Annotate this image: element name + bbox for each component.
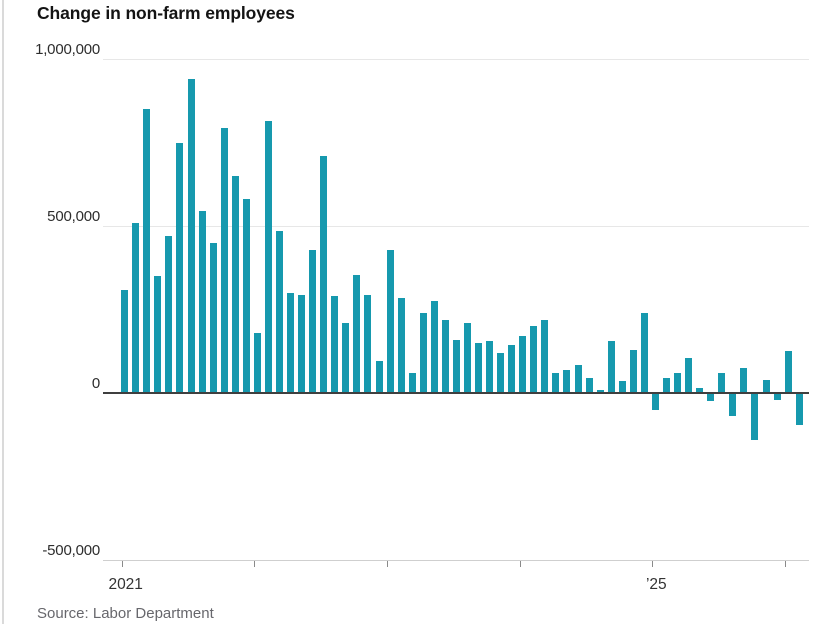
gridline — [103, 559, 809, 561]
bar-mar-2022 — [275, 231, 283, 393]
bar-dec-2024 — [640, 312, 648, 393]
bar-mar-2023 — [408, 372, 416, 393]
bar-dec-2023 — [508, 344, 516, 393]
bar-nov-2022 — [364, 294, 372, 393]
bar-sep-2025 — [740, 367, 748, 393]
bar-may-2025 — [696, 387, 704, 393]
bar-nov-2025 — [762, 379, 770, 393]
x-axis-tick — [652, 560, 654, 567]
bar-aug-2023 — [463, 322, 471, 393]
bar-apr-2025 — [685, 357, 693, 393]
bar-jan-2021 — [121, 289, 129, 393]
bar-oct-2021 — [220, 127, 228, 393]
bar-feb-2024 — [530, 326, 538, 393]
bar-jan-2022 — [253, 332, 261, 393]
gridline — [103, 226, 809, 228]
bar-nov-2021 — [231, 176, 239, 393]
bar-jul-2021 — [187, 79, 195, 393]
bar-jun-2025 — [707, 393, 715, 402]
bar-apr-2024 — [552, 372, 560, 393]
bar-jan-2024 — [519, 336, 527, 393]
bar-may-2022 — [298, 294, 306, 393]
bar-dec-2022 — [375, 361, 383, 393]
bar-aug-2021 — [198, 211, 206, 393]
bar-sep-2023 — [475, 342, 483, 393]
y-axis-tick-label: 500,000 — [47, 208, 100, 226]
bar-oct-2023 — [486, 341, 494, 393]
x-axis-tick — [519, 560, 521, 567]
bar-jul-2025 — [718, 372, 726, 393]
bar-feb-2022 — [264, 121, 272, 393]
bar-oct-2024 — [618, 381, 626, 393]
y-axis-tick-label: -500,000 — [42, 541, 100, 559]
bar-feb-2025 — [662, 377, 670, 393]
bar-jul-2022 — [320, 156, 328, 393]
bar-jun-2023 — [441, 319, 449, 393]
bar-mar-2024 — [541, 319, 549, 393]
bar-dec-2025 — [773, 393, 781, 400]
bar-sep-2022 — [342, 322, 350, 393]
bar-feb-2023 — [397, 297, 405, 393]
bar-aug-2025 — [729, 393, 737, 417]
bar-apr-2023 — [419, 312, 427, 393]
bar-nov-2023 — [497, 352, 505, 393]
x-axis-tick — [121, 560, 123, 567]
bar-oct-2025 — [751, 393, 759, 440]
chart-title: Change in non-farm employees — [37, 3, 295, 23]
bar-jan-2023 — [386, 249, 394, 393]
bar-feb-2026 — [795, 393, 803, 425]
bar-jan-2026 — [784, 351, 792, 393]
bar-jul-2024 — [585, 377, 593, 393]
zero-axis-line — [103, 392, 809, 394]
bar-nov-2024 — [629, 349, 637, 393]
bar-may-2024 — [563, 369, 571, 393]
x-axis-tick — [785, 560, 786, 567]
bar-oct-2022 — [353, 274, 361, 393]
bar-jun-2024 — [574, 364, 582, 393]
bar-mar-2021 — [143, 109, 151, 393]
bar-jun-2021 — [176, 142, 184, 393]
bar-jul-2023 — [452, 339, 460, 393]
bar-aug-2022 — [331, 296, 339, 393]
bar-may-2021 — [165, 236, 173, 393]
x-axis-label: 2021 — [108, 576, 143, 593]
bar-dec-2021 — [242, 199, 250, 393]
bar-sep-2024 — [607, 341, 615, 393]
bar-feb-2021 — [132, 222, 140, 393]
gridline — [103, 59, 809, 61]
x-axis-label: ’25 — [645, 576, 667, 593]
source-credit: Source: Labor Department — [37, 605, 214, 622]
bar-apr-2021 — [154, 276, 162, 393]
bar-mar-2025 — [674, 372, 682, 393]
bar-may-2023 — [430, 301, 438, 393]
bar-aug-2024 — [596, 389, 604, 393]
left-border-rule — [2, 0, 4, 624]
x-axis-tick — [387, 560, 389, 567]
x-axis-tick — [254, 560, 256, 567]
y-axis-tick-label: 0 — [91, 375, 100, 392]
bar-jan-2025 — [651, 393, 659, 410]
y-axis-tick-label: 1,000,000 — [35, 41, 100, 59]
bar-apr-2022 — [287, 292, 295, 393]
bar-sep-2021 — [209, 242, 217, 393]
bar-jun-2022 — [309, 249, 317, 393]
